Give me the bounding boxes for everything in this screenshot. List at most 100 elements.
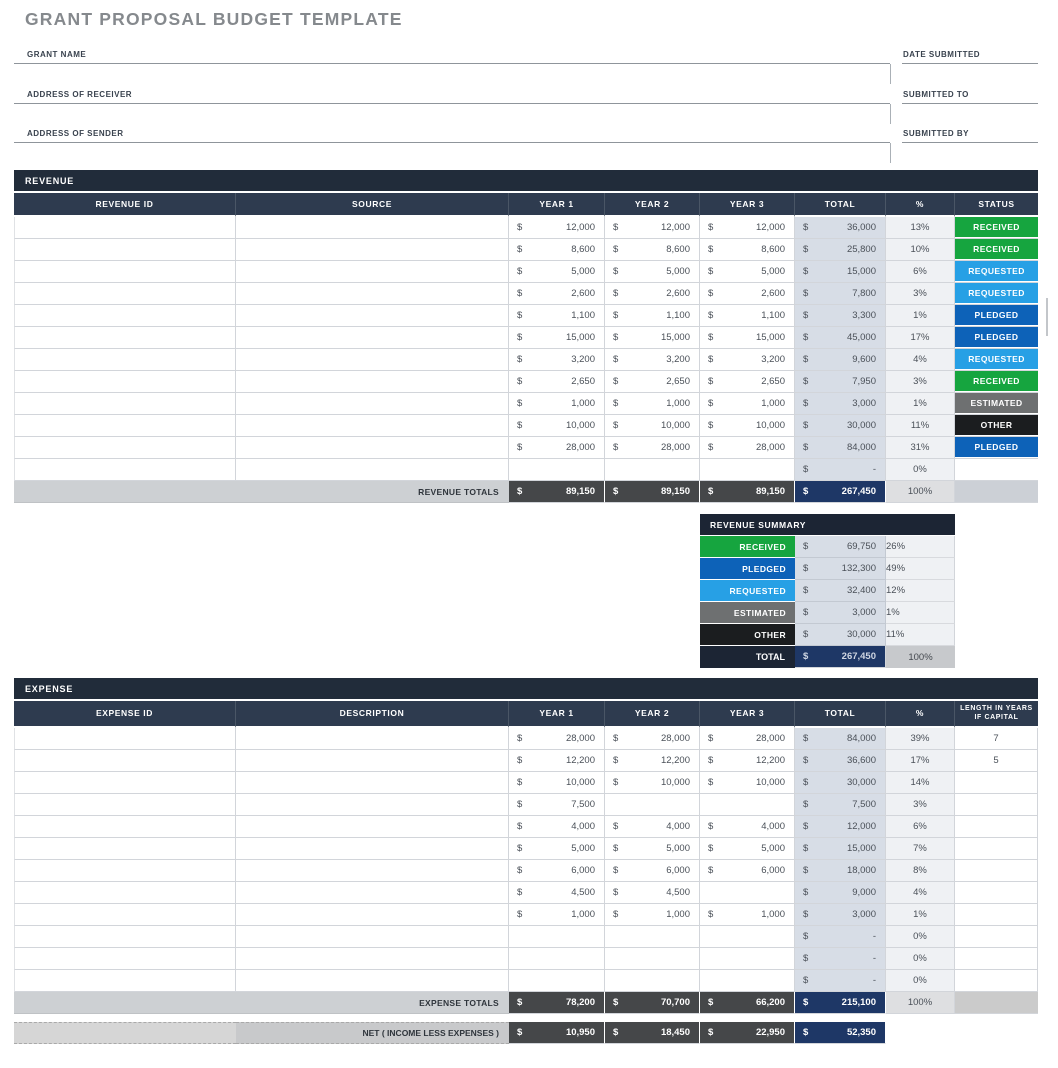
year2-cell[interactable]: $1,100 — [605, 305, 700, 327]
year3-cell[interactable] — [700, 794, 795, 816]
expense-id-cell[interactable] — [14, 904, 236, 926]
description-cell[interactable] — [236, 948, 509, 970]
year1-cell[interactable] — [509, 948, 605, 970]
year2-cell[interactable]: $10,000 — [605, 415, 700, 437]
address-receiver-field[interactable]: ADDRESS OF RECEIVER — [14, 87, 891, 124]
description-cell[interactable] — [236, 882, 509, 904]
grant-name-field[interactable]: GRANT NAME — [14, 47, 891, 84]
description-cell[interactable] — [236, 794, 509, 816]
revenue-id-cell[interactable] — [14, 305, 236, 327]
description-cell[interactable] — [236, 816, 509, 838]
year2-cell[interactable] — [605, 794, 700, 816]
length-years-cell[interactable] — [955, 838, 1038, 860]
expense-id-cell[interactable] — [14, 794, 236, 816]
status-badge[interactable]: REQUESTED — [955, 283, 1038, 304]
year1-cell[interactable]: $28,000 — [509, 728, 605, 750]
address-sender-field[interactable]: ADDRESS OF SENDER — [14, 126, 891, 163]
year1-cell[interactable]: $6,000 — [509, 860, 605, 882]
status-badge[interactable]: RECEIVED — [955, 371, 1038, 392]
expense-id-cell[interactable] — [14, 860, 236, 882]
year3-cell[interactable]: $28,000 — [700, 728, 795, 750]
length-years-cell[interactable] — [955, 904, 1038, 926]
status-badge[interactable]: PLEDGED — [955, 305, 1038, 326]
year2-cell[interactable] — [605, 926, 700, 948]
year2-cell[interactable]: $4,000 — [605, 816, 700, 838]
description-cell[interactable] — [236, 772, 509, 794]
year1-cell[interactable]: $12,200 — [509, 750, 605, 772]
description-cell[interactable] — [236, 750, 509, 772]
year1-cell[interactable]: $1,000 — [509, 904, 605, 926]
length-years-cell[interactable]: 7 — [955, 728, 1038, 750]
revenue-id-cell[interactable] — [14, 415, 236, 437]
year2-cell[interactable]: $28,000 — [605, 728, 700, 750]
expense-id-cell[interactable] — [14, 750, 236, 772]
year3-cell[interactable]: $12,200 — [700, 750, 795, 772]
source-cell[interactable] — [236, 239, 509, 261]
length-years-cell[interactable] — [955, 794, 1038, 816]
length-years-cell[interactable] — [955, 816, 1038, 838]
year1-cell[interactable]: $8,600 — [509, 239, 605, 261]
year2-cell[interactable]: $5,000 — [605, 261, 700, 283]
year1-cell[interactable]: $10,000 — [509, 772, 605, 794]
year1-cell[interactable]: $2,650 — [509, 371, 605, 393]
year3-cell[interactable]: $5,000 — [700, 838, 795, 860]
year3-cell[interactable] — [700, 948, 795, 970]
year2-cell[interactable] — [605, 948, 700, 970]
source-cell[interactable] — [236, 261, 509, 283]
year2-cell[interactable]: $2,600 — [605, 283, 700, 305]
description-cell[interactable] — [236, 970, 509, 992]
year2-cell[interactable]: $28,000 — [605, 437, 700, 459]
revenue-id-cell[interactable] — [14, 437, 236, 459]
length-years-cell[interactable] — [955, 926, 1038, 948]
revenue-id-cell[interactable] — [14, 283, 236, 305]
year1-cell[interactable]: $5,000 — [509, 838, 605, 860]
year1-cell[interactable] — [509, 970, 605, 992]
source-cell[interactable] — [236, 305, 509, 327]
year2-cell[interactable] — [605, 970, 700, 992]
year1-cell[interactable]: $1,000 — [509, 393, 605, 415]
year2-cell[interactable]: $1,000 — [605, 393, 700, 415]
expense-id-cell[interactable] — [14, 948, 236, 970]
expense-id-cell[interactable] — [14, 838, 236, 860]
year3-cell[interactable]: $1,000 — [700, 393, 795, 415]
year1-cell[interactable] — [509, 459, 605, 481]
length-years-cell[interactable] — [955, 860, 1038, 882]
source-cell[interactable] — [236, 349, 509, 371]
year2-cell[interactable]: $2,650 — [605, 371, 700, 393]
source-cell[interactable] — [236, 437, 509, 459]
length-years-cell[interactable] — [955, 970, 1038, 992]
status-badge[interactable]: OTHER — [955, 415, 1038, 436]
expense-id-cell[interactable] — [14, 816, 236, 838]
date-submitted-field[interactable]: DATE SUBMITTED — [902, 47, 1038, 64]
description-cell[interactable] — [236, 860, 509, 882]
year3-cell[interactable]: $2,600 — [700, 283, 795, 305]
year2-cell[interactable]: $8,600 — [605, 239, 700, 261]
status-badge[interactable]: RECEIVED — [955, 217, 1038, 238]
description-cell[interactable] — [236, 728, 509, 750]
status-badge[interactable]: REQUESTED — [955, 261, 1038, 282]
year3-cell[interactable] — [700, 970, 795, 992]
year1-cell[interactable] — [509, 926, 605, 948]
source-cell[interactable] — [236, 371, 509, 393]
year1-cell[interactable]: $5,000 — [509, 261, 605, 283]
revenue-id-cell[interactable] — [14, 349, 236, 371]
revenue-id-cell[interactable] — [14, 261, 236, 283]
year1-cell[interactable]: $28,000 — [509, 437, 605, 459]
year2-cell[interactable]: $10,000 — [605, 772, 700, 794]
expense-id-cell[interactable] — [14, 970, 236, 992]
expense-id-cell[interactable] — [14, 926, 236, 948]
length-years-cell[interactable] — [955, 882, 1038, 904]
year2-cell[interactable]: $1,000 — [605, 904, 700, 926]
year1-cell[interactable]: $7,500 — [509, 794, 605, 816]
year2-cell[interactable]: $15,000 — [605, 327, 700, 349]
year3-cell[interactable]: $1,000 — [700, 904, 795, 926]
description-cell[interactable] — [236, 904, 509, 926]
year1-cell[interactable]: $4,000 — [509, 816, 605, 838]
year3-cell[interactable]: $10,000 — [700, 415, 795, 437]
year2-cell[interactable]: $12,000 — [605, 217, 700, 239]
submitted-to-field[interactable]: SUBMITTED TO — [902, 87, 1038, 104]
source-cell[interactable] — [236, 217, 509, 239]
expense-id-cell[interactable] — [14, 882, 236, 904]
expense-id-cell[interactable] — [14, 772, 236, 794]
status-badge[interactable]: PLEDGED — [955, 437, 1038, 458]
